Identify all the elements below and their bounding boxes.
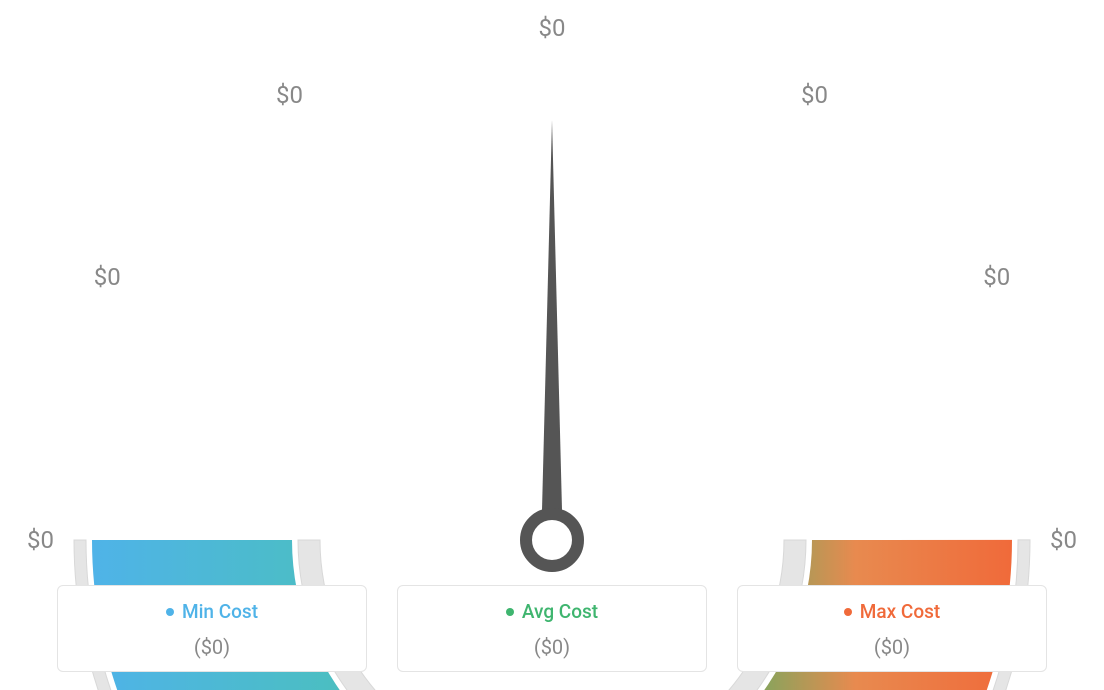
legend-card-max: Max Cost ($0) <box>737 585 1047 672</box>
scale-label: $0 <box>276 81 303 109</box>
scale-label: $0 <box>801 81 828 109</box>
minor-tick <box>100 493 128 496</box>
minor-tick <box>725 125 736 151</box>
legend-value: ($0) <box>408 635 696 659</box>
gauge-needle <box>542 120 562 510</box>
minor-tick <box>684 108 693 135</box>
legend-label: Min Cost <box>182 600 258 623</box>
legend-title: Avg Cost <box>506 600 598 623</box>
needle-hub <box>526 514 578 566</box>
minor-tick <box>941 355 967 366</box>
minor-tick <box>120 400 147 409</box>
scale-label: $0 <box>539 14 566 42</box>
major-tick <box>325 147 349 189</box>
gauge-wrap: $0 $0 $0 $0 $0 $0 $0 <box>22 0 1082 560</box>
legend-value: ($0) <box>748 635 1036 659</box>
minor-tick <box>185 273 208 289</box>
minor-tick <box>108 446 135 452</box>
legend-card-min: Min Cost ($0) <box>57 585 367 672</box>
minor-tick <box>957 400 984 409</box>
legend-card-avg: Avg Cost ($0) <box>397 585 707 672</box>
minor-tick <box>869 236 890 255</box>
scale-label: $0 <box>94 263 121 291</box>
major-tick <box>159 313 201 337</box>
scale-label: $0 <box>983 263 1010 291</box>
minor-tick <box>215 236 236 255</box>
minor-tick <box>969 446 996 452</box>
legend-dot-icon <box>166 608 174 616</box>
minor-tick <box>367 125 378 151</box>
minor-tick <box>976 493 1004 496</box>
legend-dot-icon <box>844 608 852 616</box>
gauge-svg <box>22 0 1082 560</box>
minor-tick <box>458 96 464 123</box>
minor-tick <box>137 355 163 366</box>
gauge-chart-container: $0$0$0$0$0$0$0 Min Cost($0)Avg Cost($0)M… <box>0 0 1104 690</box>
minor-tick <box>897 273 920 289</box>
minor-tick <box>597 88 600 116</box>
scale-label: $0 <box>1050 526 1077 554</box>
legend-value: ($0) <box>68 635 356 659</box>
legend-title: Min Cost <box>166 600 258 623</box>
legend-label: Max Cost <box>860 600 940 623</box>
minor-tick <box>248 203 267 224</box>
major-tick <box>904 313 946 337</box>
legend-dot-icon <box>506 608 514 616</box>
minor-tick <box>641 96 647 123</box>
legend-title: Max Cost <box>844 600 940 623</box>
minor-tick <box>285 173 301 196</box>
legend-label: Avg Cost <box>522 600 598 623</box>
minor-tick <box>802 173 818 196</box>
minor-tick <box>505 88 508 116</box>
legend-row: Min Cost ($0) Avg Cost ($0) Max Cost ($0) <box>40 585 1064 672</box>
minor-tick <box>412 108 421 135</box>
major-tick <box>755 147 779 189</box>
minor-tick <box>837 203 856 224</box>
scale-label: $0 <box>27 526 54 554</box>
